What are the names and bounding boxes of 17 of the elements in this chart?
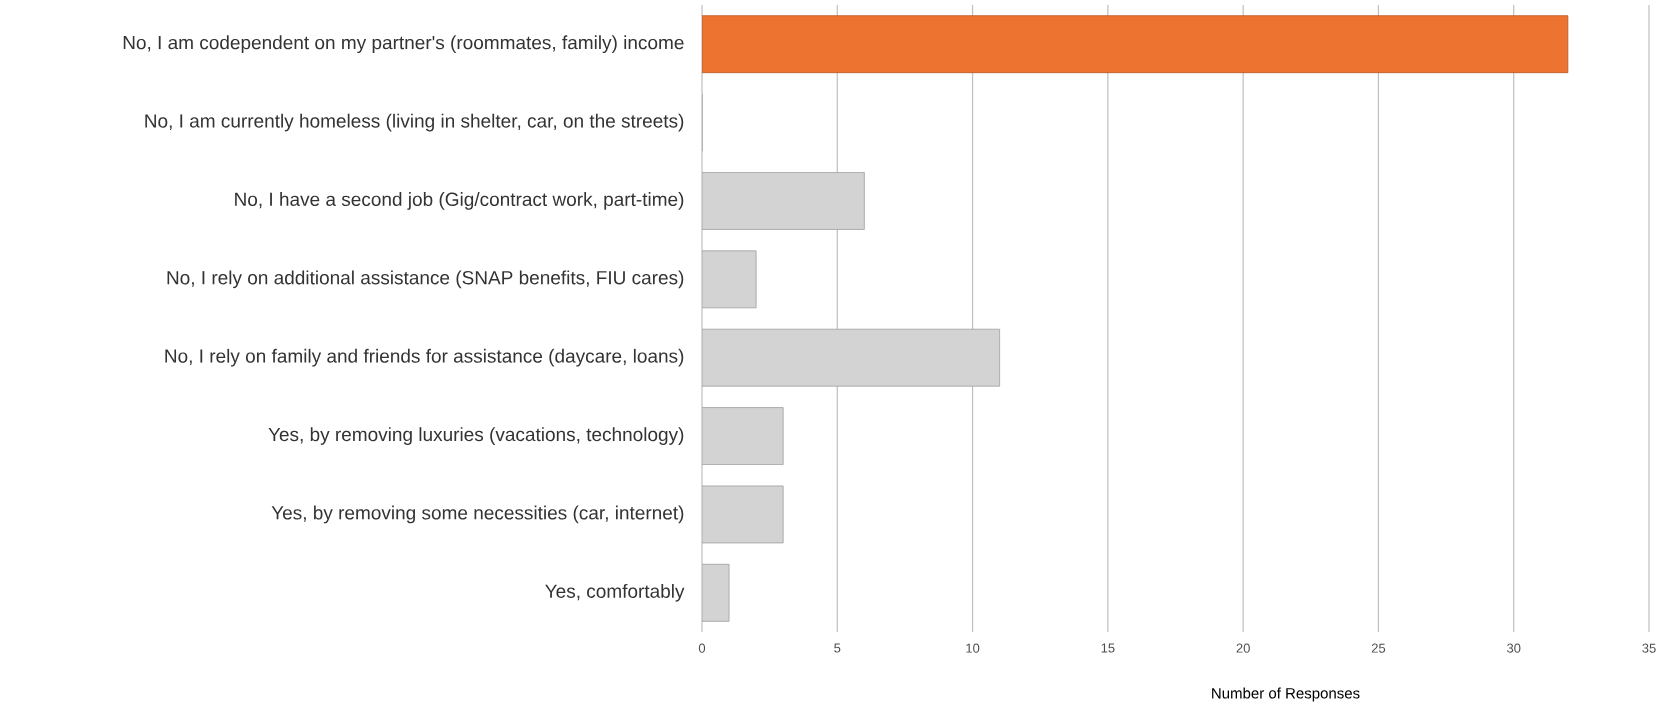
y-tick-label: No, I am currently homeless (living in shelter, car, on the streets) xyxy=(145,113,684,132)
x-tick-label: 25 xyxy=(1371,643,1386,653)
y-tick-label: No, I rely on family and friends for assistance (daycare, loans) xyxy=(165,348,684,367)
x-tick-label: 30 xyxy=(1506,643,1521,653)
y-tick-label: Yes, by removing luxuries (vacations, technology) xyxy=(268,427,684,445)
x-axis-title: Number of Responses xyxy=(1212,687,1360,702)
x-tick-label: 5 xyxy=(834,643,841,653)
x-tick-label: 0 xyxy=(698,643,706,653)
y-tick-label: No, I rely on additional assistance (SNAP benefits, FIU cares) xyxy=(167,270,684,289)
x-tick-label: 15 xyxy=(1101,643,1115,653)
x-tick-label: 35 xyxy=(1642,643,1656,653)
y-tick-label: No, I am codependent on my partner's (roommates, family) income xyxy=(123,35,684,54)
x-tick-label: 20 xyxy=(1236,643,1250,653)
y-tick-label: No, I have a second job (Gig/contract work, part-time) xyxy=(235,192,684,210)
x-tick-label: 10 xyxy=(966,643,980,653)
y-tick-label: Yes, by removing some necessities (car, internet) xyxy=(271,505,684,524)
y-tick-label: Yes, comfortably xyxy=(545,583,685,602)
